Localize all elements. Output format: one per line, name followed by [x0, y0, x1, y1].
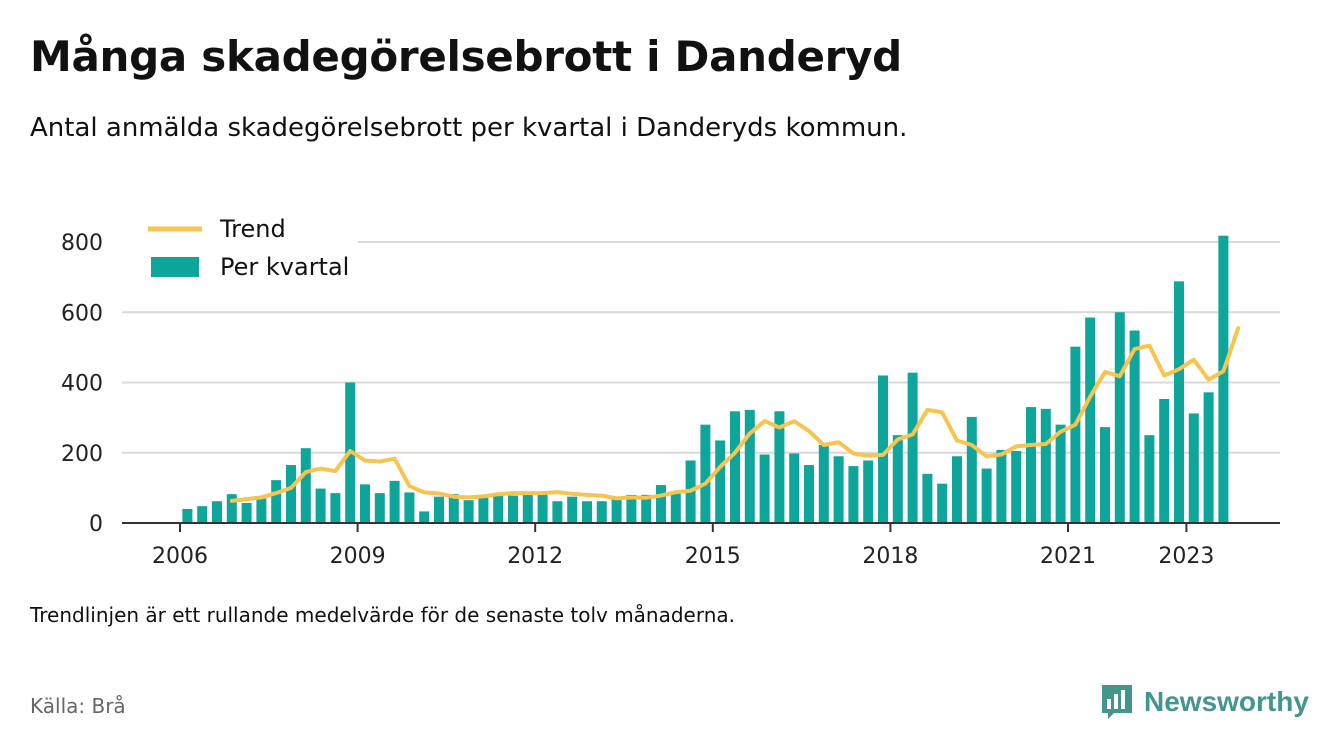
legend-trend-label: Trend	[219, 215, 286, 243]
y-tick-label: 600	[61, 301, 103, 326]
x-tick-label: 2023	[1158, 544, 1214, 569]
bar	[522, 494, 533, 523]
bar	[966, 416, 977, 523]
bar	[730, 411, 740, 523]
x-axis-ticks: 2006 2009 2012 2015 2018 2021 2023	[152, 523, 1214, 569]
bar	[1040, 408, 1051, 523]
bar	[611, 497, 622, 523]
bar	[878, 375, 888, 523]
bar	[1011, 450, 1022, 523]
y-axis-ticks: 0 200 400 600 800	[61, 231, 103, 537]
bar	[552, 501, 563, 523]
bar	[892, 435, 903, 523]
y-tick-label: 400	[61, 372, 103, 397]
x-tick-label: 2018	[862, 544, 918, 569]
bar	[804, 465, 814, 523]
bar	[1218, 235, 1229, 524]
bar	[271, 480, 282, 523]
bar	[1085, 317, 1096, 523]
brand-name: Newsworthy	[1144, 686, 1309, 717]
bar	[759, 454, 770, 523]
bar	[1129, 330, 1140, 523]
bar	[715, 440, 726, 523]
x-tick-label: 2021	[1040, 544, 1096, 569]
bar	[863, 460, 874, 523]
footnote: Trendlinjen är ett rullande medelvärde f…	[30, 603, 736, 627]
chart-title: Många skadegörelsebrott i Danderyd	[30, 32, 902, 81]
legend-background	[122, 209, 358, 291]
bar	[670, 492, 681, 523]
bar	[744, 409, 755, 523]
bar	[596, 501, 607, 523]
bar	[922, 473, 933, 523]
x-tick-label: 2006	[152, 544, 208, 569]
bar	[300, 448, 311, 523]
bar	[1174, 281, 1184, 523]
bar	[907, 372, 918, 523]
bar	[360, 484, 370, 523]
bar	[226, 494, 237, 523]
bar	[567, 496, 578, 523]
bar	[315, 488, 326, 523]
bar	[478, 497, 489, 523]
bar	[389, 480, 400, 523]
bar	[404, 492, 415, 523]
y-tick-label: 200	[61, 442, 103, 467]
bar	[818, 445, 829, 523]
bar	[626, 494, 637, 523]
bar	[493, 494, 504, 523]
newsworthy-logo: Newsworthy	[1100, 680, 1309, 724]
bar	[981, 468, 992, 523]
bar	[256, 498, 267, 523]
x-tick-label: 2009	[330, 544, 386, 569]
bar	[286, 465, 296, 523]
bar	[241, 502, 252, 523]
bar	[1144, 435, 1155, 523]
trend-line	[229, 326, 1241, 503]
legend-bar-swatch	[151, 257, 199, 277]
bar	[996, 449, 1007, 523]
bar	[448, 494, 459, 523]
bar	[700, 424, 711, 523]
bar	[656, 485, 666, 523]
bar	[774, 411, 785, 523]
bar	[463, 500, 474, 523]
bar	[848, 466, 859, 523]
bar	[212, 501, 222, 523]
bar	[434, 496, 444, 523]
bar	[1070, 346, 1081, 523]
legend: Trend Per kvartal	[122, 209, 358, 291]
x-tick-label: 2012	[507, 544, 563, 569]
bar	[508, 495, 518, 523]
bar	[641, 494, 652, 523]
y-tick-label: 0	[89, 512, 103, 537]
legend-bar-label: Per kvartal	[220, 253, 349, 281]
bar	[1100, 427, 1110, 523]
bars-per-kvartal	[182, 235, 1229, 524]
bar	[582, 501, 592, 523]
bar	[1114, 312, 1125, 523]
bar	[537, 493, 548, 523]
bar	[833, 456, 844, 523]
bar	[374, 493, 385, 523]
bar	[197, 506, 208, 523]
x-tick-label: 2015	[685, 544, 741, 569]
y-tick-label: 800	[61, 231, 103, 256]
bar	[1159, 399, 1170, 523]
newsworthy-chat-bar-icon	[1102, 685, 1132, 719]
bar	[937, 483, 948, 523]
bar	[419, 511, 430, 523]
bar	[1026, 407, 1036, 523]
bar	[1188, 413, 1199, 523]
chart-subtitle: Antal anmälda skadegörelsebrott per kvar…	[30, 113, 908, 143]
bar	[952, 456, 962, 523]
bar	[182, 508, 193, 523]
source-text: Källa: Brå	[30, 694, 126, 718]
bar	[1203, 392, 1214, 523]
bar	[1055, 424, 1066, 523]
bar	[330, 493, 341, 523]
bar	[789, 453, 800, 523]
